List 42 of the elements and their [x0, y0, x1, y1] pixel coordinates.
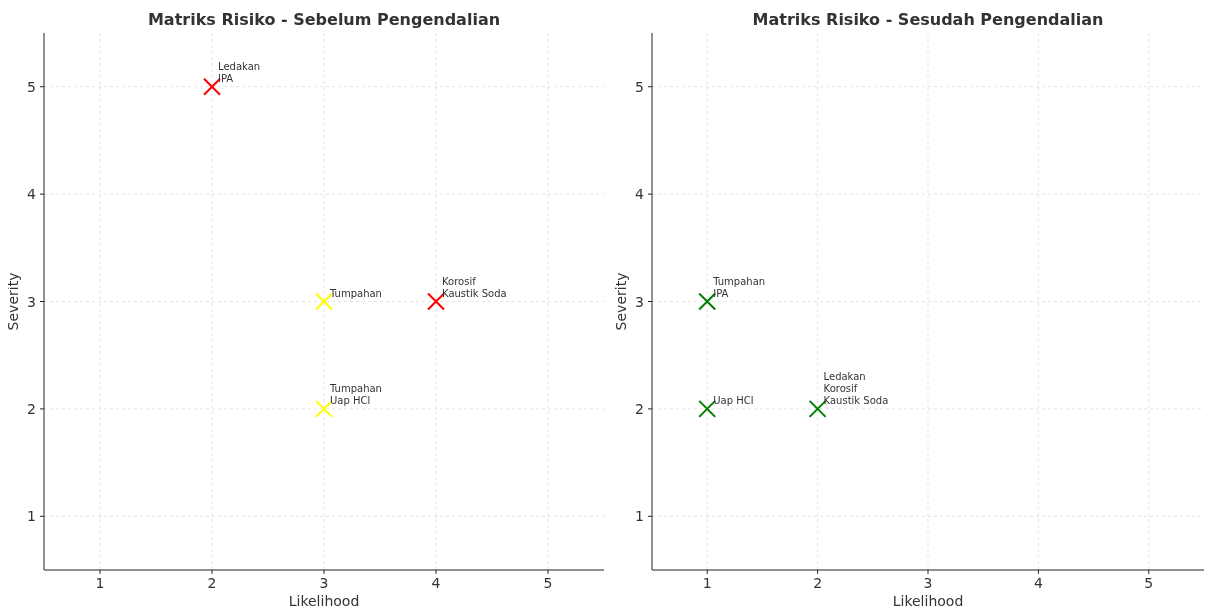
- annotation: Korosif: [823, 382, 858, 394]
- annotation: Tumpahan: [329, 382, 382, 394]
- y-tick-label: 1: [635, 508, 644, 525]
- y-tick-label: 2: [635, 400, 644, 417]
- y-tick-label: 5: [635, 78, 644, 95]
- y-axis-title: Severity: [613, 272, 629, 331]
- x-tick-label: 5: [1144, 575, 1154, 591]
- annotation: Ledakan: [823, 370, 866, 382]
- y-tick-label: 5: [27, 78, 36, 95]
- x-tick-label: 1: [702, 575, 712, 591]
- point: [203, 77, 221, 96]
- annotation: Tumpahan: [329, 287, 382, 299]
- y-tick-label: 4: [27, 186, 37, 203]
- annotation: Kaustik Soda: [823, 394, 889, 406]
- x-tick-label: 5: [543, 575, 553, 591]
- x-tick-label: 1: [95, 575, 105, 591]
- x-tick-label: 3: [319, 575, 329, 591]
- x-tick-label: 2: [813, 575, 823, 591]
- annotation: Korosif: [442, 275, 477, 287]
- x-tick-label: 4: [431, 575, 441, 591]
- annotation: Uap HCl: [713, 394, 754, 406]
- y-axis-title: Severity: [5, 272, 21, 331]
- x-axis-title: Likelihood: [892, 593, 964, 609]
- chart-title: Matriks Risiko - Sesudah Pengendalian: [752, 10, 1104, 29]
- y-tick-label: 3: [635, 293, 644, 310]
- y-tick-label: 1: [27, 508, 36, 525]
- annotation: Kaustik Soda: [442, 287, 507, 299]
- annotation: IPA: [713, 287, 729, 299]
- annotation: Uap HCl: [330, 394, 371, 406]
- x-axis-title: Likelihood: [288, 593, 360, 609]
- x-tick-label: 2: [207, 575, 217, 591]
- y-tick-label: 3: [27, 293, 36, 310]
- y-tick-label: 2: [27, 400, 36, 417]
- annotation: Ledakan: [218, 60, 261, 72]
- point: [315, 399, 333, 418]
- y-tick-label: 4: [635, 186, 645, 203]
- annotation: Tumpahan: [712, 275, 766, 287]
- x-tick-label: 3: [923, 575, 933, 591]
- x-tick-label: 4: [1033, 575, 1043, 591]
- chart-title: Matriks Risiko - Sebelum Pengendalian: [147, 10, 501, 29]
- annotation: IPA: [218, 72, 234, 84]
- point: [427, 292, 445, 311]
